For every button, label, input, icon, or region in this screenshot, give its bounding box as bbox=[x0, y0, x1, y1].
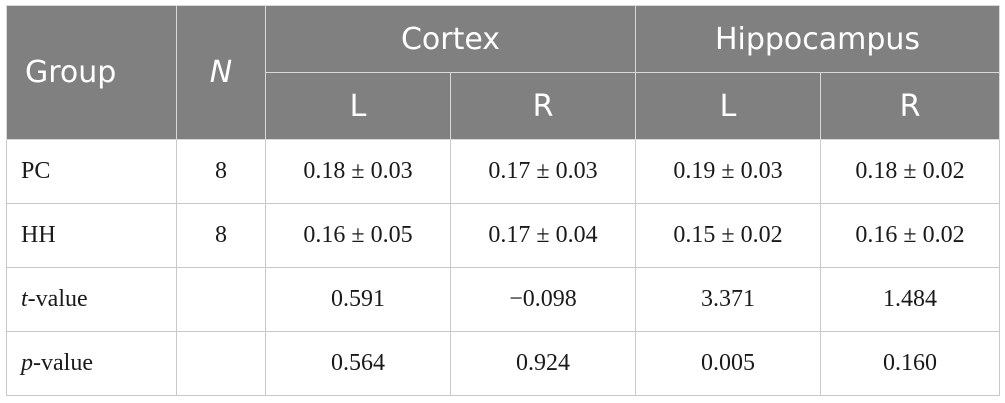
row-label-rest: -value bbox=[27, 286, 88, 312]
results-table: Group N Cortex Hippocampus L R L R PC 8 … bbox=[6, 5, 1000, 396]
cell-cortex-r: 0.924 bbox=[450, 331, 636, 396]
row-n bbox=[176, 331, 266, 396]
cell-hippocampus-l: 3.371 bbox=[635, 267, 821, 332]
header-cortex-right: R bbox=[450, 72, 636, 140]
row-label: p-value bbox=[6, 331, 177, 396]
cell-cortex-l: 0.591 bbox=[265, 267, 451, 332]
cell-hippocampus-l: 0.15 ± 0.02 bbox=[635, 203, 821, 268]
cell-cortex-r: −0.098 bbox=[450, 267, 636, 332]
row-label-rest: -value bbox=[33, 350, 93, 376]
header-row-1: Group N Cortex Hippocampus bbox=[6, 5, 1000, 140]
row-label: t-value bbox=[6, 267, 177, 332]
header-cortex: Cortex bbox=[265, 5, 636, 73]
row-n bbox=[176, 267, 266, 332]
cell-cortex-r: 0.17 ± 0.03 bbox=[450, 139, 636, 204]
cell-cortex-l: 0.564 bbox=[265, 331, 451, 396]
row-label: HH bbox=[6, 203, 177, 268]
header-group: Group bbox=[6, 5, 177, 140]
cell-hippocampus-r: 0.16 ± 0.02 bbox=[820, 203, 1000, 268]
cell-cortex-r: 0.17 ± 0.04 bbox=[450, 203, 636, 268]
header-hippocampus-left: L bbox=[635, 72, 821, 140]
cell-hippocampus-r: 0.160 bbox=[820, 331, 1000, 396]
table-row-p-value: p-value 0.564 0.924 0.005 0.160 bbox=[6, 331, 1000, 396]
cell-cortex-l: 0.16 ± 0.05 bbox=[265, 203, 451, 268]
table-row-pc: PC 8 0.18 ± 0.03 0.17 ± 0.03 0.19 ± 0.03… bbox=[6, 139, 1000, 204]
row-n: 8 bbox=[176, 203, 266, 268]
cell-hippocampus-l: 0.19 ± 0.03 bbox=[635, 139, 821, 204]
row-label-italic: t bbox=[21, 286, 28, 312]
cell-hippocampus-r: 1.484 bbox=[820, 267, 1000, 332]
table-row-t-value: t-value 0.591 −0.098 3.371 1.484 bbox=[6, 267, 1000, 332]
row-n: 8 bbox=[176, 139, 266, 204]
header-cortex-left: L bbox=[265, 72, 451, 140]
header-hippocampus-right: R bbox=[820, 72, 1000, 140]
header-n: N bbox=[176, 5, 266, 140]
row-label: PC bbox=[6, 139, 177, 204]
row-label-italic: p bbox=[21, 350, 33, 376]
cell-cortex-l: 0.18 ± 0.03 bbox=[265, 139, 451, 204]
cell-hippocampus-r: 0.18 ± 0.02 bbox=[820, 139, 1000, 204]
cell-hippocampus-l: 0.005 bbox=[635, 331, 821, 396]
header-hippocampus: Hippocampus bbox=[635, 5, 1000, 73]
header-row-2: L R L R bbox=[7, 72, 1000, 140]
table-row-hh: HH 8 0.16 ± 0.05 0.17 ± 0.04 0.15 ± 0.02… bbox=[6, 203, 1000, 268]
